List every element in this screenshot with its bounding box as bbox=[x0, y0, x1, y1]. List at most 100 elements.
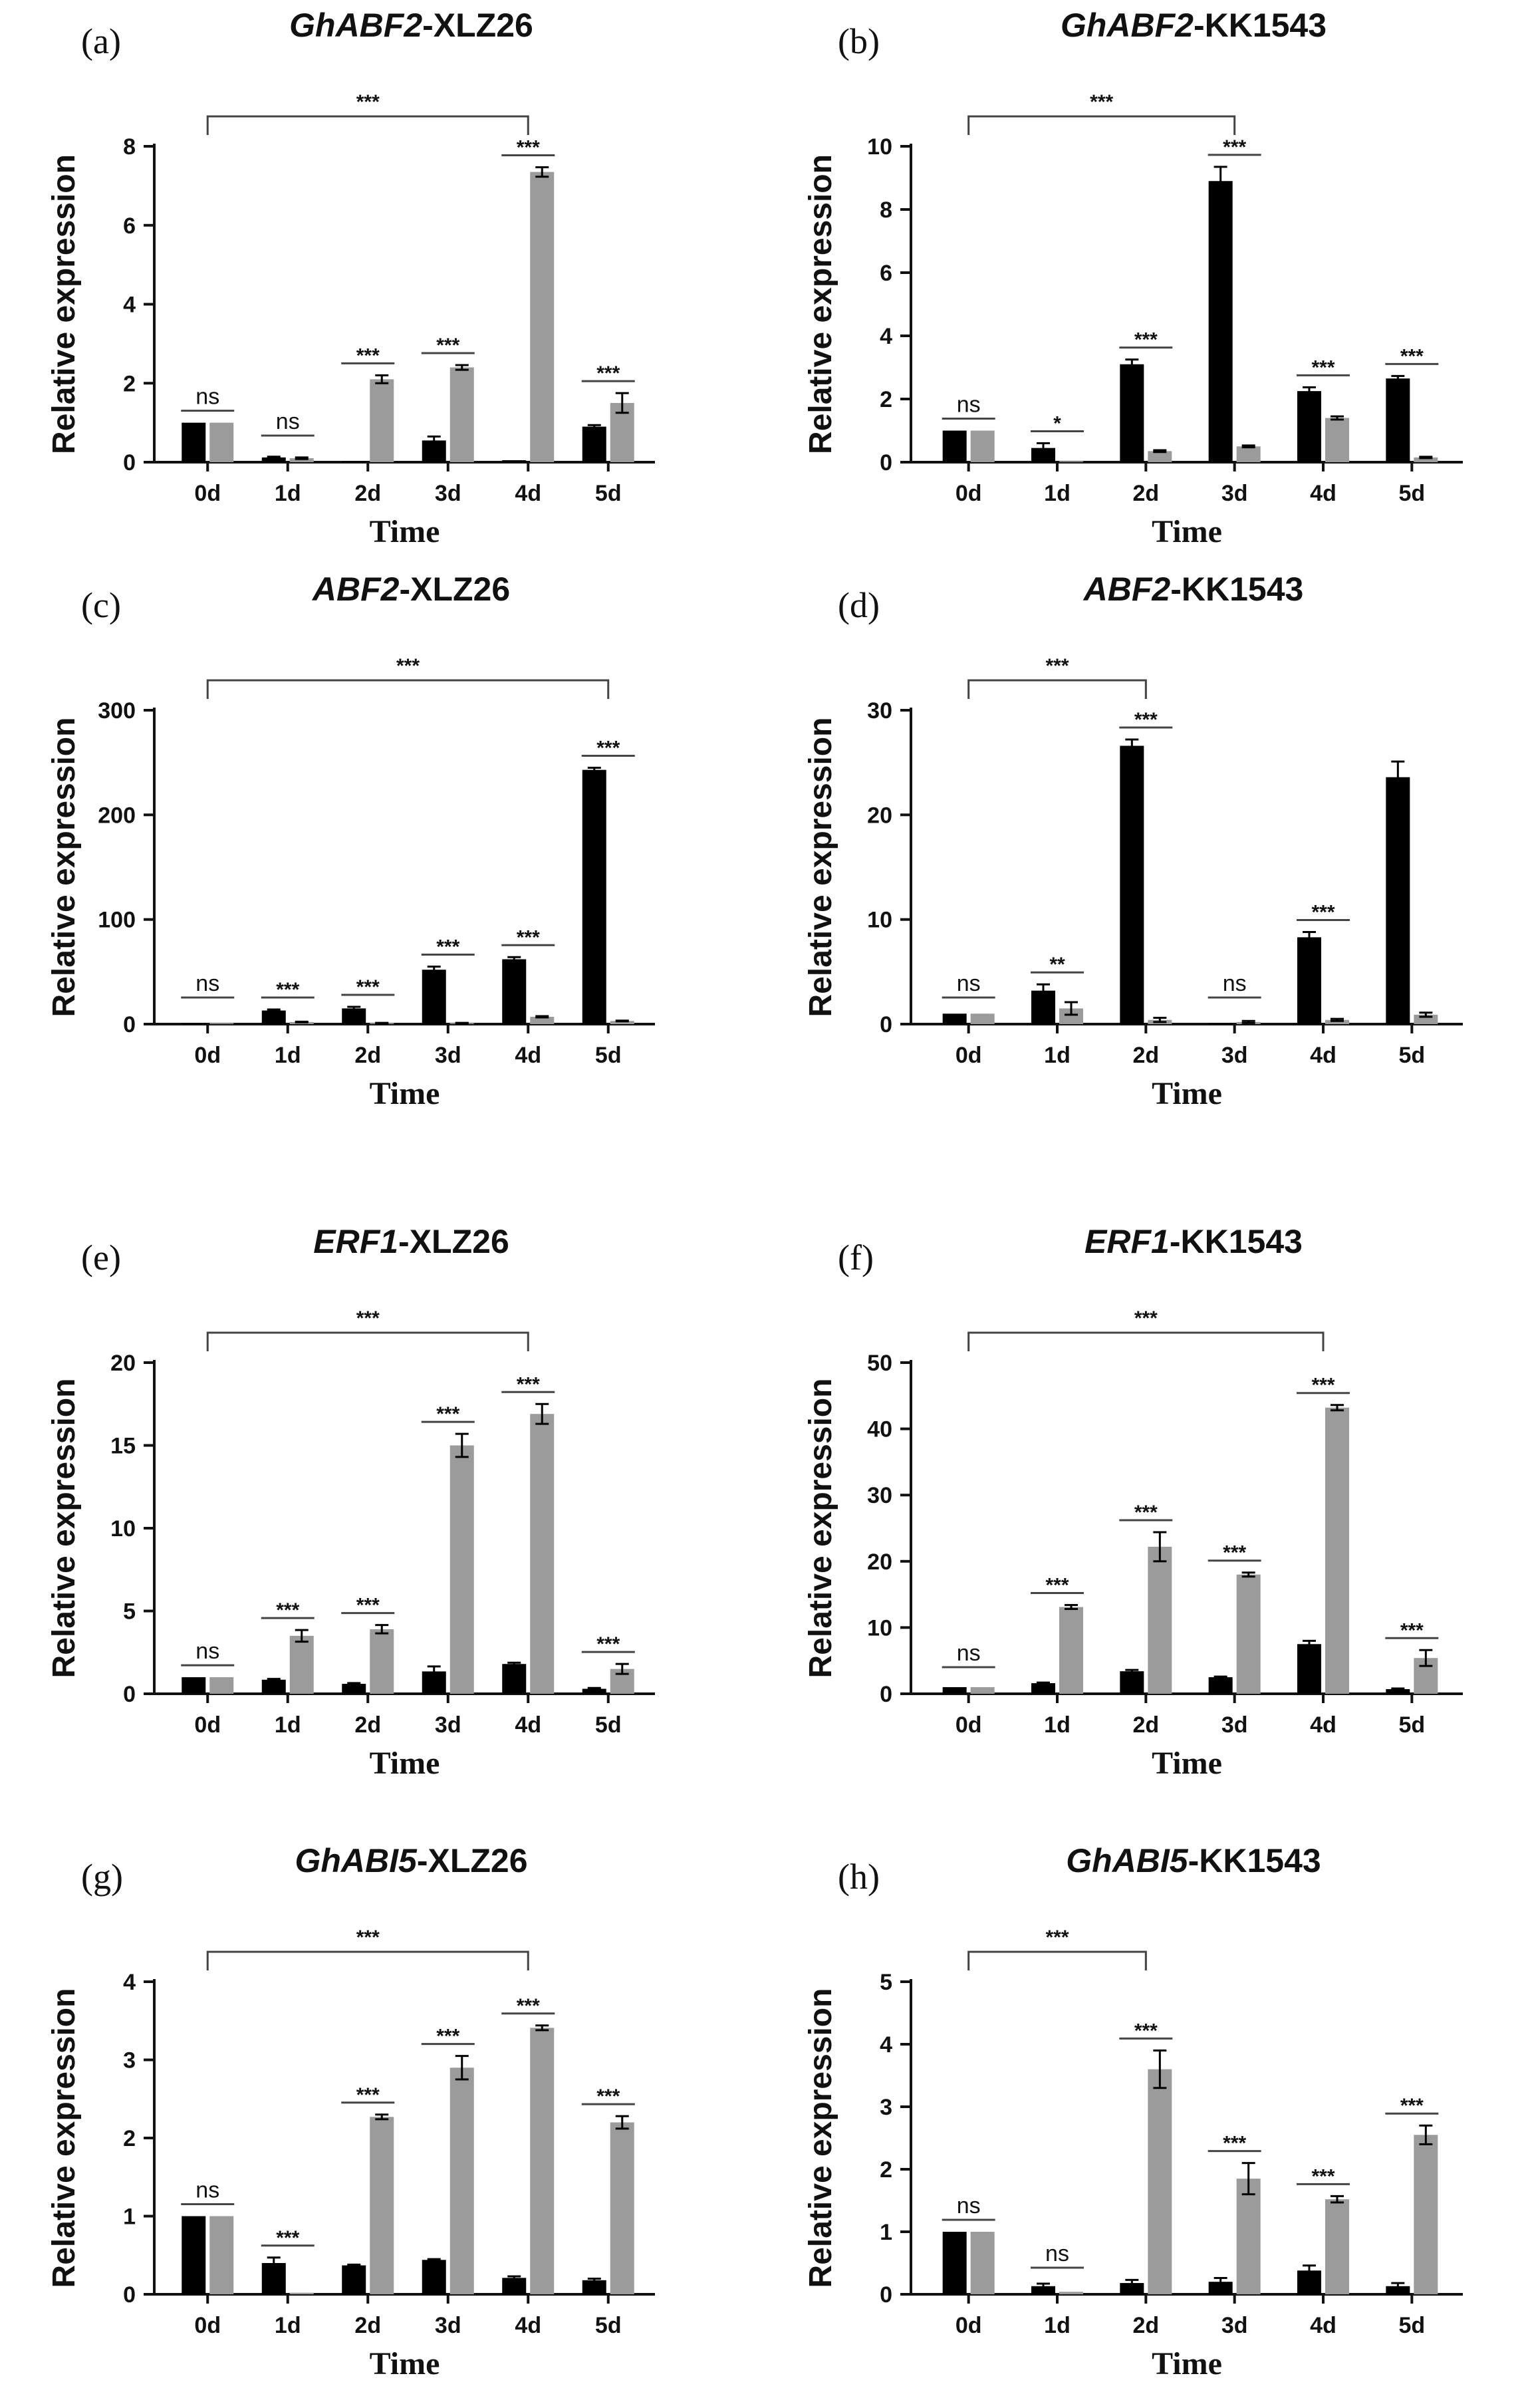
bar-series_b bbox=[289, 458, 314, 462]
y-tick-label: 200 bbox=[98, 803, 136, 828]
significance-label: ns bbox=[1223, 971, 1247, 996]
chart-panel: (g) GhABI5-XLZ26 0 1 2 3 4 Relative expression T… bbox=[47, 1842, 655, 2381]
y-tick-label: 2 bbox=[880, 2157, 892, 2183]
comparison-bracket bbox=[206, 115, 529, 135]
significance-label: *** bbox=[1134, 1502, 1158, 1524]
panel-title: GhABI5-KK1543 bbox=[1066, 1842, 1321, 1879]
x-axis-title: Time bbox=[370, 514, 440, 549]
bar-series_a bbox=[502, 2278, 527, 2294]
panel-letter: (g) bbox=[81, 1857, 123, 1897]
bar-series_a bbox=[342, 1008, 366, 1024]
bar-series_a bbox=[1120, 745, 1144, 1024]
y-tick-label: 0 bbox=[123, 1012, 136, 1037]
panel-letter: (d) bbox=[838, 585, 880, 625]
x-tick-label: 4d bbox=[1310, 1712, 1336, 1738]
x-tick-label: 4d bbox=[515, 1043, 541, 1068]
x-tick-label: 3d bbox=[1221, 1712, 1248, 1738]
panel-title: GhABF2-XLZ26 bbox=[289, 7, 533, 44]
panel-title-line: -XLZ26 bbox=[399, 571, 510, 608]
significance-label: *** bbox=[1223, 1542, 1246, 1564]
bar-series_a bbox=[1208, 181, 1233, 462]
panel-title-gene: GhABF2 bbox=[289, 7, 422, 44]
panel-title-line: -KK1543 bbox=[1188, 1842, 1321, 1879]
significance-label: *** bbox=[1223, 2133, 1246, 2155]
bar-series_a bbox=[182, 1677, 206, 1694]
bar-series_b bbox=[209, 2216, 234, 2294]
significance-label: *** bbox=[356, 1595, 380, 1617]
x-tick-label: 2d bbox=[354, 481, 381, 506]
significance-label: *** bbox=[356, 976, 380, 998]
y-tick-label: 4 bbox=[123, 293, 136, 318]
panel-title-line: -XLZ26 bbox=[417, 1842, 528, 1879]
x-tick-label: 0d bbox=[194, 1043, 221, 1068]
bar-series_b bbox=[449, 1445, 474, 1694]
y-tick-label: 1 bbox=[123, 2205, 136, 2230]
y-axis-title: Relative expression bbox=[47, 1988, 82, 2288]
y-tick-label: 4 bbox=[123, 1970, 136, 1995]
x-tick-label: 0d bbox=[194, 1712, 221, 1738]
bar-series_b bbox=[970, 2232, 995, 2294]
x-tick-label: 0d bbox=[194, 2313, 221, 2338]
y-axis-title: Relative expression bbox=[803, 718, 838, 1017]
panel-title-line: -XLZ26 bbox=[422, 7, 533, 44]
significance-label: *** bbox=[436, 334, 459, 356]
y-tick-label: 20 bbox=[867, 1549, 892, 1575]
bar-series_a bbox=[582, 2280, 606, 2294]
bar-series_b bbox=[1236, 2179, 1261, 2294]
significance-label: *** bbox=[276, 979, 299, 1001]
significance-label: *** bbox=[436, 936, 459, 958]
bar-series_b bbox=[1059, 1607, 1083, 1694]
y-tick-label: 100 bbox=[98, 908, 136, 933]
x-tick-label: 2d bbox=[1132, 481, 1159, 506]
y-axis-title: Relative expression bbox=[47, 1379, 82, 1678]
y-tick-label: 1 bbox=[880, 2220, 892, 2245]
y-tick-label: 6 bbox=[123, 213, 136, 239]
significance-label: *** bbox=[596, 362, 620, 384]
x-tick-label: 5d bbox=[1398, 1043, 1425, 1068]
x-tick-label: 4d bbox=[1310, 1043, 1336, 1068]
significance-label: *** bbox=[517, 136, 540, 158]
y-tick-label: 5 bbox=[123, 1599, 136, 1625]
bar-series_b bbox=[1059, 461, 1083, 462]
chart-panel: (e) ERF1-XLZ26 0 5 10 15 20 Relative expression… bbox=[47, 1223, 655, 1781]
x-axis-title: Time bbox=[1152, 1076, 1222, 1111]
bar-series_b bbox=[370, 1629, 394, 1694]
bar-series_b bbox=[289, 1635, 314, 1694]
bar-series_b bbox=[970, 1687, 995, 1694]
x-tick-label: 5d bbox=[1398, 2313, 1425, 2338]
significance-label: *** bbox=[596, 1633, 620, 1655]
significance-label: * bbox=[1053, 413, 1061, 435]
panel-title: ABF2-KK1543 bbox=[1082, 571, 1304, 608]
x-tick-label: 5d bbox=[1398, 1712, 1425, 1738]
x-tick-label: 4d bbox=[1310, 481, 1336, 506]
significance-label: *** bbox=[276, 2227, 299, 2249]
y-tick-label: 15 bbox=[110, 1434, 136, 1459]
y-axis-title: Relative expression bbox=[47, 718, 82, 1017]
x-tick-label: 2d bbox=[1132, 1712, 1159, 1738]
x-tick-label: 1d bbox=[1044, 1043, 1071, 1068]
bar-series_b bbox=[1325, 1407, 1349, 1694]
significance-label: *** bbox=[1311, 1375, 1335, 1397]
y-tick-label: 30 bbox=[867, 698, 892, 724]
significance-label: ns bbox=[957, 1641, 981, 1666]
x-tick-label: 2d bbox=[1132, 1043, 1159, 1068]
x-tick-label: 3d bbox=[435, 1712, 461, 1738]
bar-series_a bbox=[1120, 364, 1144, 462]
panel-title-gene: ABF2 bbox=[1082, 571, 1171, 608]
y-axis-title: Relative expression bbox=[803, 154, 838, 454]
panel-title-gene: ERF1 bbox=[313, 1223, 398, 1260]
bar-series_b bbox=[370, 379, 394, 462]
significance-label: *** bbox=[517, 1373, 540, 1395]
bar-series_b bbox=[209, 1677, 234, 1694]
bar-series_a bbox=[942, 1687, 967, 1694]
significance-label: *** bbox=[436, 2026, 459, 2048]
x-tick-label: 3d bbox=[1221, 1043, 1248, 1068]
x-tick-label: 5d bbox=[595, 1043, 622, 1068]
chart-panel: (f) ERF1-KK1543 0 10 20 30 40 50 Relative expres… bbox=[803, 1223, 1463, 1781]
comparison-bracket bbox=[967, 115, 1236, 135]
significance-label: *** bbox=[1400, 345, 1424, 367]
x-tick-label: 0d bbox=[955, 2313, 982, 2338]
y-tick-label: 30 bbox=[867, 1483, 892, 1508]
significance-label: ns bbox=[276, 409, 300, 434]
bar-series_a bbox=[582, 769, 606, 1024]
